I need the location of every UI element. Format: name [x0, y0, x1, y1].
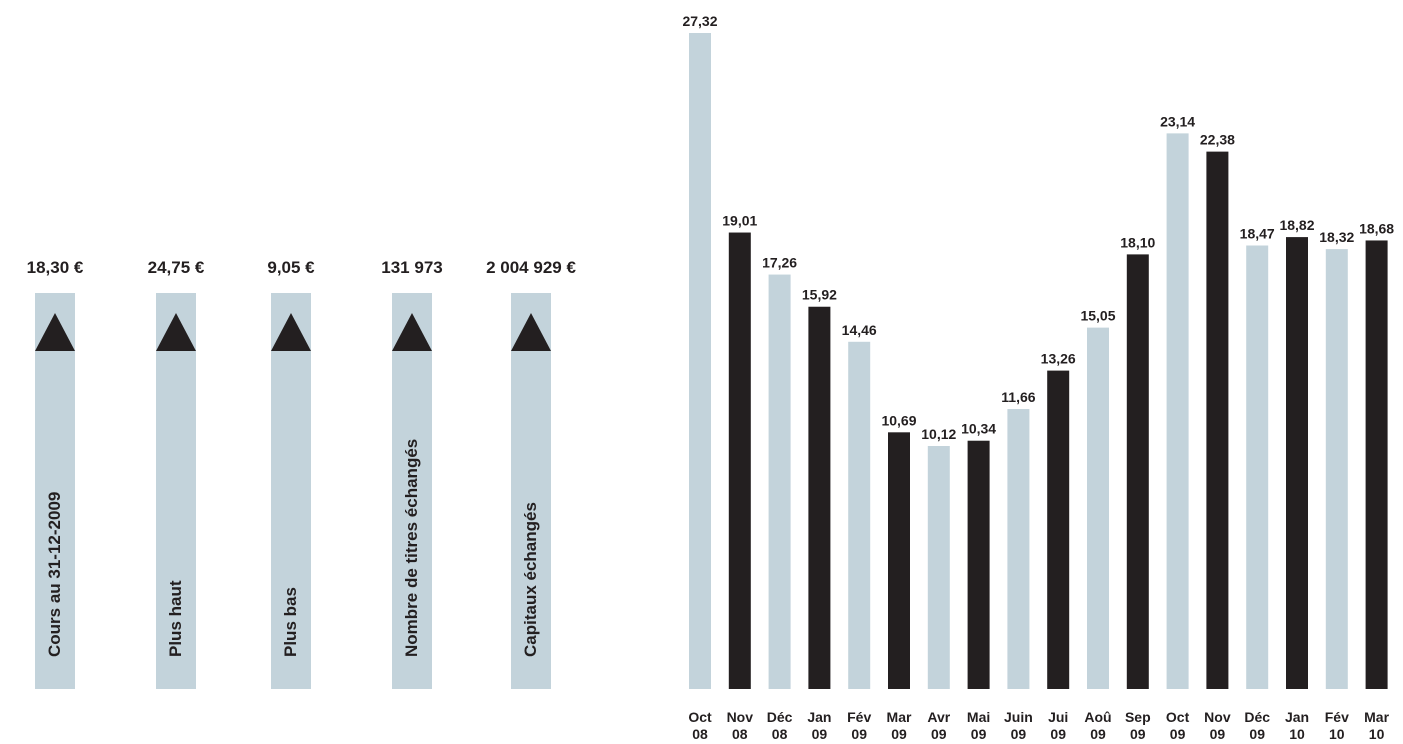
x-tick-year: 10 — [1289, 726, 1305, 742]
x-tick-year: 09 — [1210, 726, 1226, 742]
indicator-cours: 18,30 € Cours au 31-12-2009 — [0, 0, 110, 744]
x-tick-year: 09 — [812, 726, 828, 742]
x-tick-year: 08 — [772, 726, 788, 742]
x-tick-year: 09 — [1090, 726, 1106, 742]
x-tick-month: Oct — [688, 709, 712, 725]
bar — [689, 33, 711, 689]
bar — [1126, 254, 1149, 689]
bar-value-label: 22,38 — [1200, 132, 1235, 148]
x-tick-year: 09 — [1130, 726, 1146, 742]
bar-value-label: 15,05 — [1080, 308, 1115, 324]
bar-value-label: 18,82 — [1279, 217, 1314, 233]
up-arrow-icon — [35, 313, 75, 351]
x-tick-month: Fév — [1325, 709, 1349, 725]
x-tick-month: Avr — [927, 709, 950, 725]
bar — [1286, 237, 1308, 690]
x-tick-month: Nov — [1204, 709, 1231, 725]
bar — [1246, 245, 1269, 689]
indicator-value: 18,30 € — [26, 258, 84, 277]
indicator-bar: Plus bas — [271, 293, 311, 689]
bar — [927, 446, 950, 689]
indicator-capitaux: 2 004 929 € Capitaux échangés — [476, 0, 586, 744]
x-tick-month: Sep — [1125, 709, 1151, 725]
x-tick-year: 09 — [1011, 726, 1027, 742]
bar — [1325, 249, 1348, 690]
x-tick-year: 09 — [931, 726, 947, 742]
bar-value-label: 11,66 — [1001, 389, 1035, 405]
bar-value-label: 10,12 — [921, 426, 956, 442]
indicator-bar: Cours au 31-12-2009 — [35, 293, 75, 689]
bar — [1365, 240, 1388, 690]
x-tick-month: Jui — [1048, 709, 1068, 725]
x-tick-month: Mai — [967, 709, 990, 725]
bar — [808, 306, 831, 689]
bar-value-label: 23,14 — [1160, 113, 1195, 129]
indicator-plus-haut: 24,75 € Plus haut — [121, 0, 231, 744]
x-tick-year: 08 — [732, 726, 748, 742]
x-tick-year: 10 — [1329, 726, 1345, 742]
bar — [1166, 133, 1189, 689]
x-tick-month: Nov — [727, 709, 754, 725]
x-tick-month: Mar — [887, 709, 912, 725]
indicator-bar: Plus haut — [156, 293, 196, 689]
x-tick-month: Déc — [767, 709, 793, 725]
bar-value-label: 15,92 — [802, 287, 837, 303]
indicator-nombre-titres: 131 973 Nombre de titres échangés — [357, 0, 467, 744]
bar — [1007, 409, 1030, 689]
bar — [1047, 370, 1070, 689]
bar-value-label: 17,26 — [762, 255, 797, 271]
indicator-value: 9,05 € — [267, 258, 315, 277]
x-tick-month: Juin — [1004, 709, 1033, 725]
bar — [768, 274, 791, 689]
indicator-value: 131 973 — [381, 258, 443, 277]
up-arrow-icon — [271, 313, 311, 351]
up-arrow-icon — [392, 313, 432, 351]
bar — [1087, 327, 1109, 689]
bar-value-label: 10,69 — [881, 412, 916, 428]
bar — [888, 432, 910, 689]
indicator-value: 2 004 929 € — [486, 258, 576, 277]
x-tick-month: Aoû — [1084, 709, 1111, 725]
x-tick-month: Oct — [1166, 709, 1190, 725]
x-tick-month: Mar — [1364, 709, 1389, 725]
x-tick-year: 09 — [1050, 726, 1066, 742]
x-tick-month: Jan — [1285, 709, 1309, 725]
x-tick-month: Fév — [847, 709, 871, 725]
bar — [1206, 151, 1229, 689]
bar-value-label: 18,10 — [1120, 234, 1155, 250]
x-tick-year: 09 — [971, 726, 987, 742]
bar-value-label: 18,32 — [1319, 229, 1354, 245]
x-tick-year: 09 — [851, 726, 867, 742]
up-arrow-icon — [511, 313, 551, 351]
indicator-bar: Nombre de titres échangés — [392, 293, 432, 689]
indicator-value: 24,75 € — [147, 258, 205, 277]
bar-value-label: 27,32 — [682, 13, 717, 29]
bar — [848, 341, 871, 689]
x-tick-month: Déc — [1244, 709, 1270, 725]
bar-value-label: 10,34 — [961, 421, 996, 437]
x-tick-year: 10 — [1369, 726, 1385, 742]
bar — [967, 440, 990, 689]
bar-value-label: 18,68 — [1359, 220, 1394, 236]
x-tick-month: Jan — [807, 709, 831, 725]
x-tick-year: 09 — [1249, 726, 1265, 742]
bar-value-label: 13,26 — [1041, 351, 1076, 367]
bar-value-label: 19,01 — [722, 213, 757, 229]
x-tick-year: 09 — [891, 726, 907, 742]
x-tick-year: 09 — [1170, 726, 1186, 742]
indicator-plus-bas: 9,05 € Plus bas — [236, 0, 346, 744]
indicator-bar: Capitaux échangés — [511, 293, 551, 689]
bar — [728, 232, 751, 689]
x-tick-year: 08 — [692, 726, 708, 742]
up-arrow-icon — [156, 313, 196, 351]
bar-value-label: 18,47 — [1240, 226, 1275, 242]
bar-value-label: 14,46 — [842, 322, 877, 338]
